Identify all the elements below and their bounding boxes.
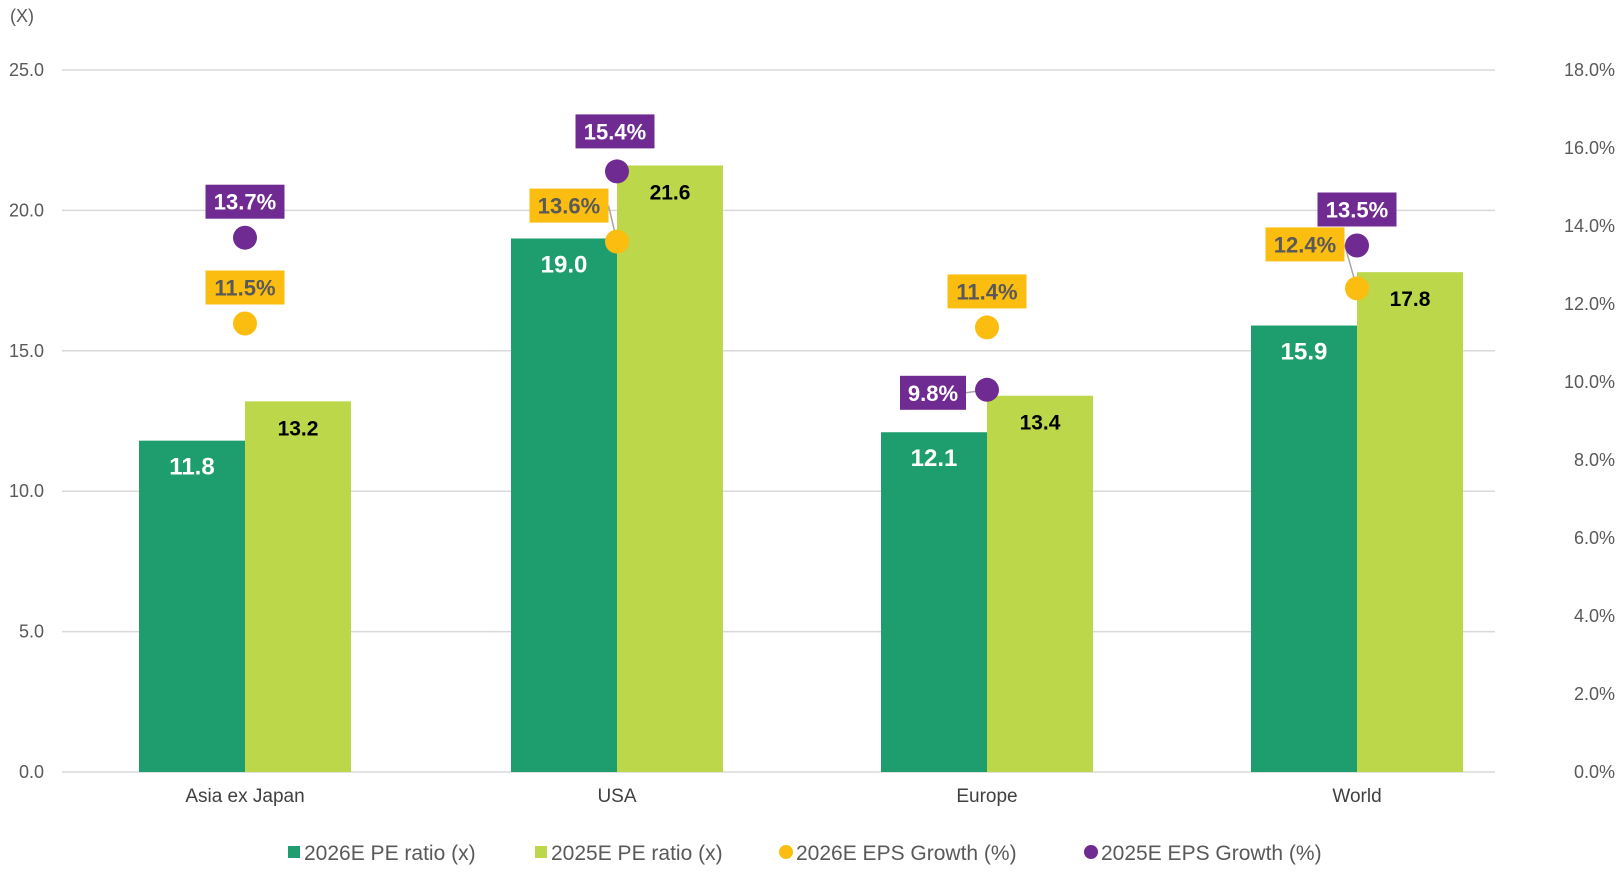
legend-label: 2026E EPS Growth (%) (796, 842, 1017, 865)
left-axis-tick-label: 5.0 (19, 622, 44, 642)
legend-swatch (779, 845, 793, 859)
right-axis-tick-label: 4.0% (1574, 606, 1615, 626)
dot-data-label: 9.8% (908, 381, 958, 406)
dot-label-box (205, 270, 285, 305)
x-tick-label: World (1332, 786, 1381, 807)
dot-marker (605, 229, 629, 254)
dot-marker (1345, 233, 1369, 258)
dot-marker (233, 311, 257, 336)
left-axis-tick-label: 20.0 (9, 200, 44, 220)
left-axis-tick-label: 10.0 (9, 481, 44, 501)
dot-label-box (575, 114, 655, 149)
legend: 2026E PE ratio (x) 2025E PE ratio (x) 2026… (288, 842, 1322, 865)
right-axis-tick-label: 18.0% (1564, 60, 1615, 80)
legend-label: 2026E PE ratio (x) (304, 842, 476, 865)
legend-swatch (1084, 845, 1098, 859)
dot-label-box (1317, 192, 1397, 227)
right-axis-tick-label: 8.0% (1574, 450, 1615, 470)
right-axis-tick-label: 12.0% (1564, 294, 1615, 314)
left-axis-tick-label: 25.0 (9, 60, 44, 80)
bar (881, 432, 987, 772)
category-labels: Asia ex Japan USA Europe World (185, 786, 1381, 807)
bar-data-label: 11.8 (169, 454, 214, 481)
dot-data-label: 11.5% (214, 276, 275, 301)
dot-series (233, 159, 1369, 402)
legend-item: 2025E PE ratio (x) (535, 842, 723, 865)
dot-data-label: 13.6% (538, 194, 600, 219)
right-axis-ticks: 0.0% 2.0% 4.0% 6.0% 8.0% 10.0% 12.0% 14.0% 16.0%… (1564, 60, 1615, 782)
bar (1357, 272, 1463, 772)
dot-label-box (205, 184, 285, 219)
x-tick-label: USA (597, 786, 636, 807)
right-axis-tick-label: 2.0% (1574, 684, 1615, 704)
bar-data-label: 21.6 (650, 181, 691, 204)
right-axis-tick-label: 6.0% (1574, 528, 1615, 548)
left-axis-tick-label: 15.0 (9, 341, 44, 361)
legend-item: 2025E EPS Growth (%) (1084, 842, 1322, 865)
bar (617, 165, 723, 773)
bar-data-label: 13.4 (1020, 412, 1061, 435)
legend-swatch (288, 846, 300, 858)
bar (511, 238, 617, 773)
dot-data-label: 13.5% (1326, 198, 1388, 223)
right-axis-tick-label: 10.0% (1564, 372, 1615, 392)
dot-label-box (1265, 227, 1345, 262)
bar (1251, 325, 1357, 772)
right-axis-tick-label: 0.0% (1574, 762, 1615, 782)
bar-data-label: 19.0 (541, 251, 588, 278)
dot-marker (975, 377, 999, 402)
dot-data-label: 11.4% (956, 279, 1017, 304)
bar-series: 11.8 19.0 12.1 15.9 13.2 21.6 13.4 17.8 (139, 165, 1463, 773)
dot-label-box (900, 375, 966, 410)
dot-marker (605, 159, 629, 184)
dot-data-labels: 11.5% 13.6% 11.4% 12.4% 13.7% 15.4% 9.8% 13.5% (205, 114, 1397, 410)
x-tick-label: Europe (956, 786, 1017, 807)
bar (245, 401, 351, 772)
legend-label: 2025E EPS Growth (%) (1101, 842, 1322, 865)
left-axis-unit-label: (X) (10, 6, 34, 26)
dot-marker (975, 315, 999, 340)
x-tick-label: Asia ex Japan (185, 786, 304, 807)
dot-data-label: 13.7% (214, 190, 276, 215)
legend-item: 2026E EPS Growth (%) (779, 842, 1017, 865)
legend-item: 2026E PE ratio (x) (288, 842, 476, 865)
dot-data-label: 15.4% (584, 119, 646, 144)
dot-label-box (529, 188, 609, 223)
bar-data-label: 13.2 (278, 417, 319, 440)
bar-data-label: 12.1 (911, 445, 958, 472)
bar (987, 395, 1093, 772)
right-axis-tick-label: 16.0% (1564, 138, 1615, 158)
legend-swatch (535, 846, 547, 858)
legend-label: 2025E PE ratio (x) (551, 842, 723, 865)
dot-label-box (947, 274, 1027, 309)
dot-marker (1345, 276, 1369, 301)
left-axis-ticks: 0.0 5.0 10.0 15.0 20.0 25.0 (9, 60, 44, 782)
left-axis-tick-label: 0.0 (19, 762, 44, 782)
dot-marker (233, 225, 257, 250)
bar-data-label: 15.9 (1281, 339, 1328, 366)
right-axis-tick-label: 14.0% (1564, 216, 1615, 236)
bar (139, 440, 245, 772)
bar-data-label: 17.8 (1390, 288, 1431, 311)
dot-data-label: 12.4% (1274, 232, 1336, 257)
